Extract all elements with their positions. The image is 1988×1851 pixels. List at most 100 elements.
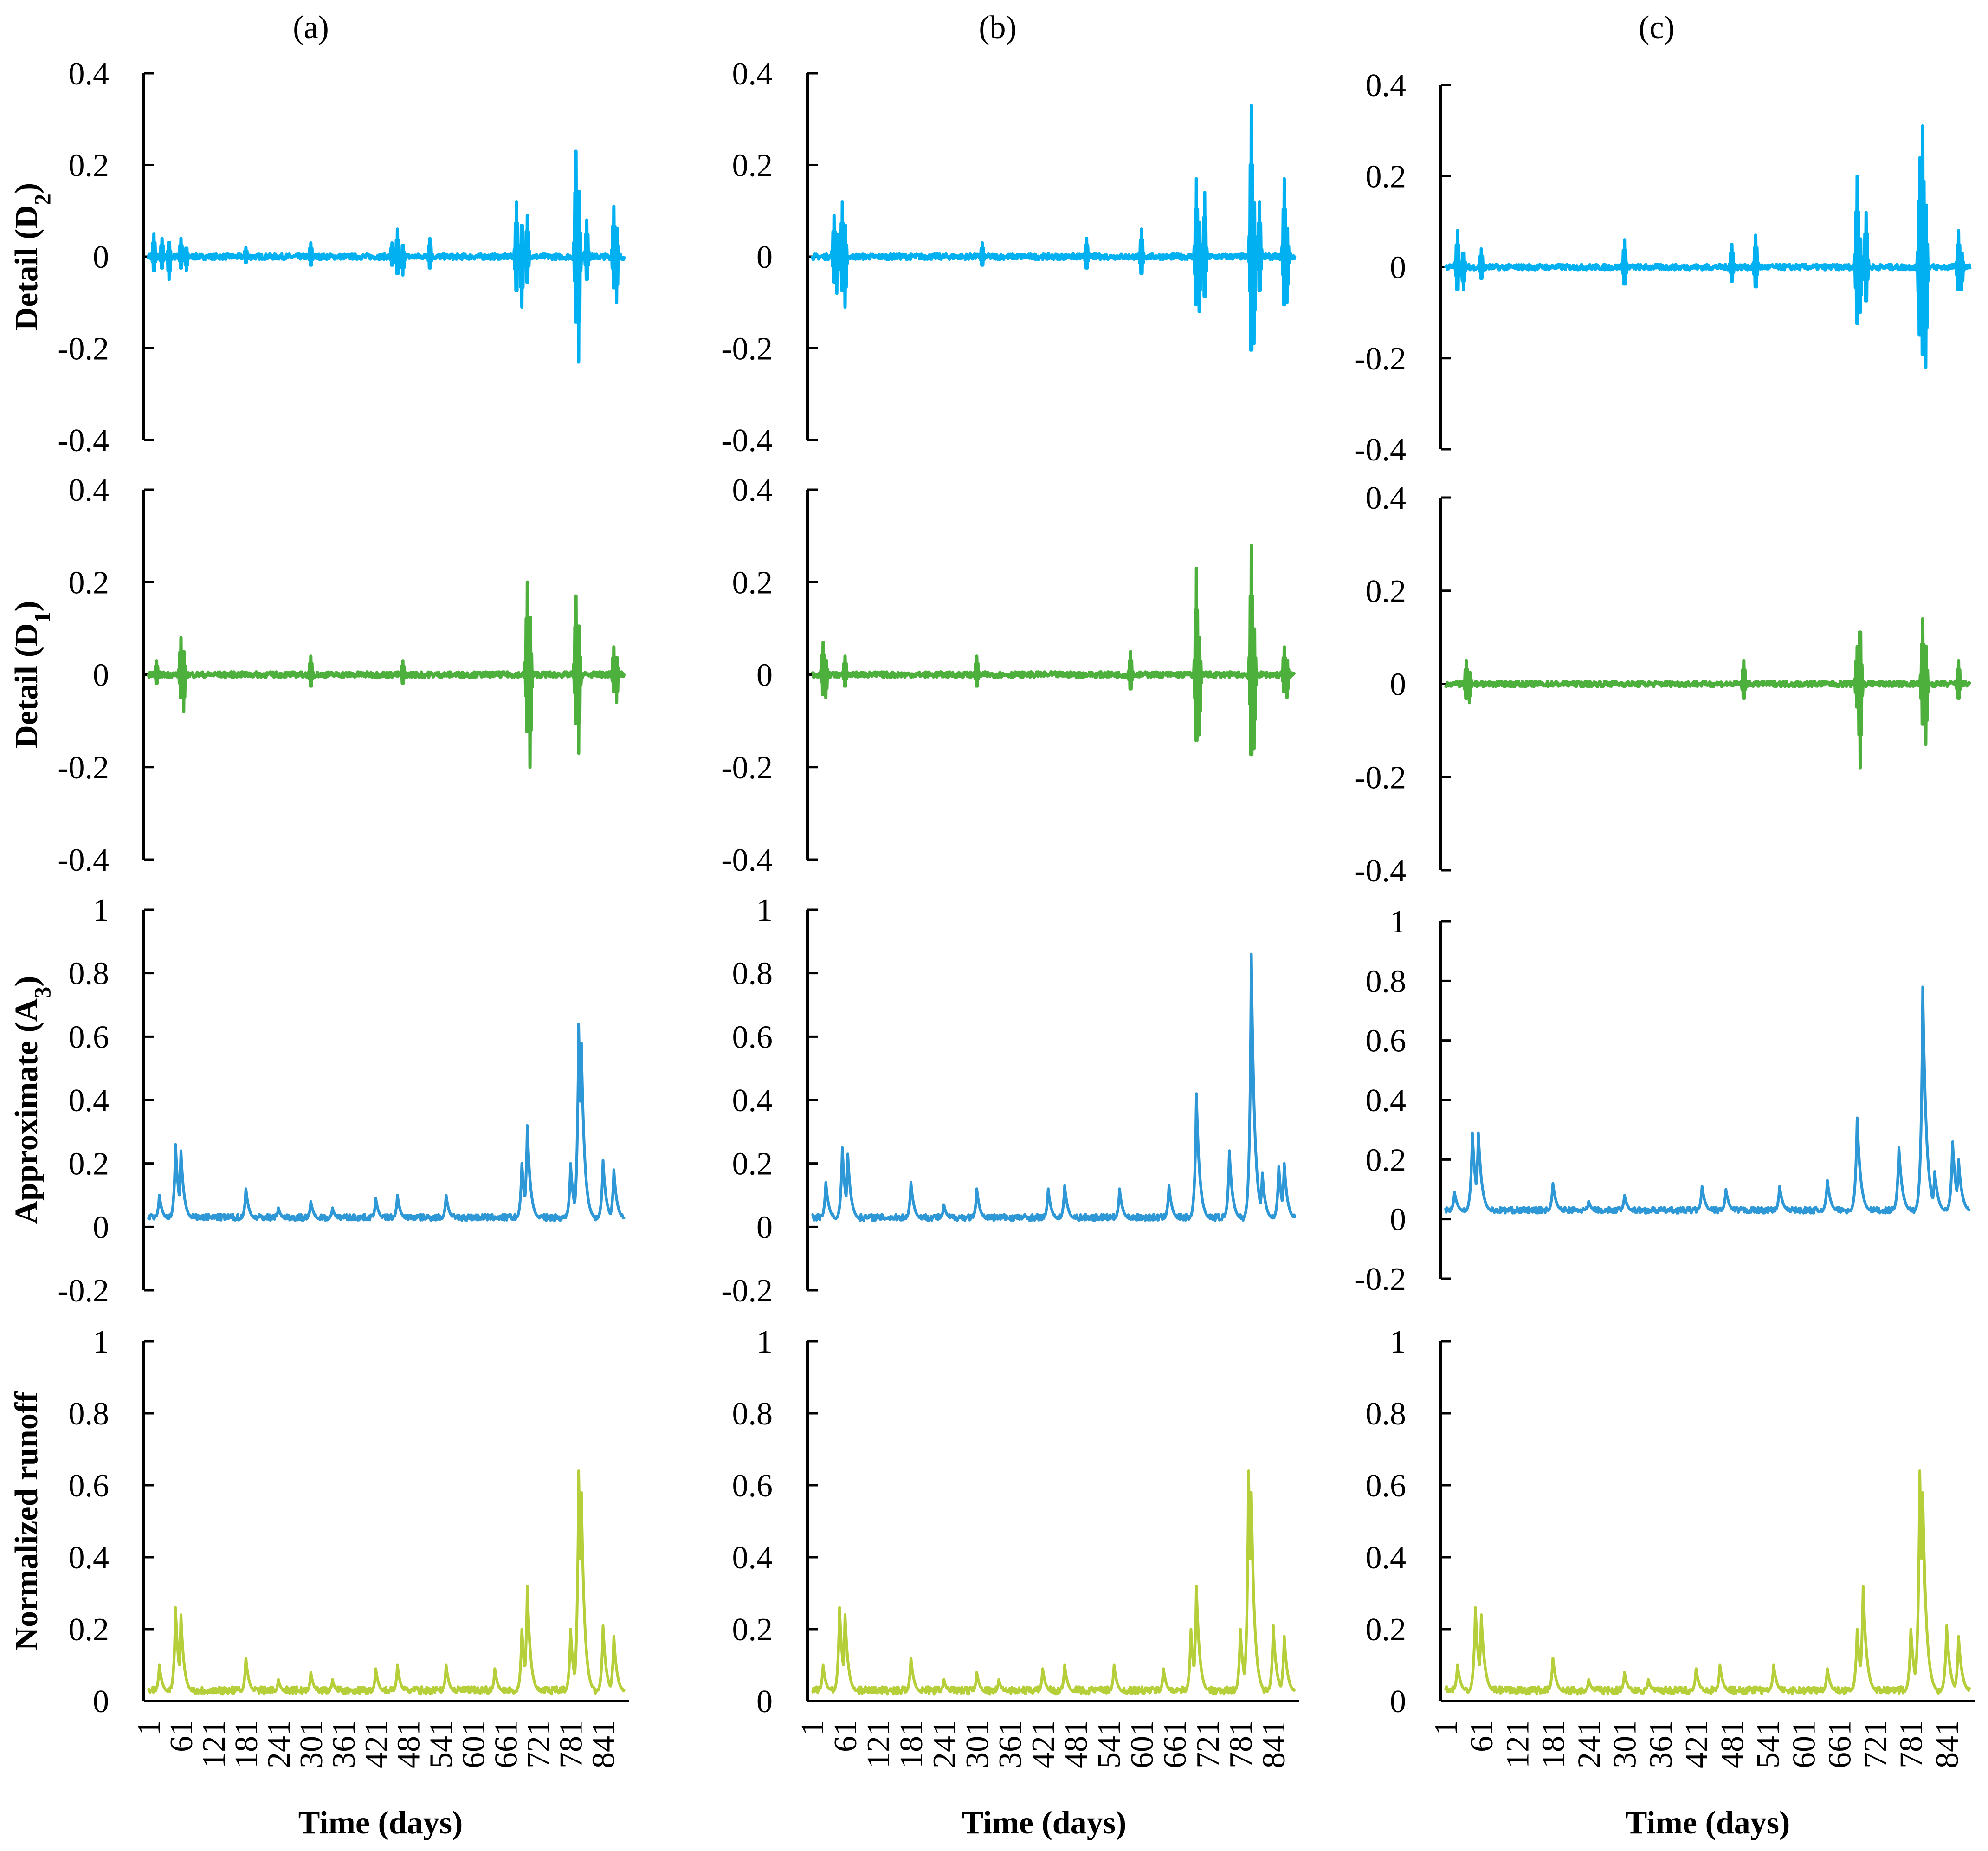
y-axis-title: Detail (D1) xyxy=(9,601,55,749)
x-tick-label: 841 xyxy=(1930,1720,1965,1768)
y-tick-label: 0.6 xyxy=(1366,1468,1407,1504)
plot-grid: 0.4 0.2 0 -0.2 -0.4 Detail (D2) 0.4 0.2 0 -0.2 -0.… xyxy=(9,56,1975,1768)
x-tick-label: 661 xyxy=(1822,1720,1858,1768)
y-tick-label: 0 xyxy=(93,1210,109,1245)
y-tick-label: -0.2 xyxy=(58,750,109,786)
y-axis-title: Approximate (A3) xyxy=(9,976,55,1224)
y-tick-label: 0.4 xyxy=(69,56,110,92)
plot-runoff-b: 10.80.60.40.2016112118124130136142148154… xyxy=(732,1324,1299,1768)
y-tick-label: 0.4 xyxy=(732,1083,773,1119)
y-tick-label: 0.2 xyxy=(732,1612,773,1648)
x-tick-label: 61 xyxy=(164,1720,200,1752)
x-tick-label: 841 xyxy=(1256,1720,1292,1768)
series-line xyxy=(1444,617,1972,770)
y-tick-label: 0.2 xyxy=(732,148,773,184)
x-tick-label: 541 xyxy=(424,1720,459,1768)
x-tick-label: 421 xyxy=(1026,1720,1061,1768)
y-axis-title: Normalized runoff xyxy=(9,1391,45,1651)
y-tick-label: 0.4 xyxy=(1366,68,1407,104)
x-tick-label: 541 xyxy=(1750,1720,1786,1768)
y-tick-label: 0.2 xyxy=(1366,1612,1407,1648)
x-axis-title-b: Time (days) xyxy=(962,1805,1127,1841)
x-tick-label: 61 xyxy=(1464,1720,1500,1752)
x-tick-label: 1 xyxy=(795,1720,831,1736)
plot-d2-b: 0.4 0.2 0 -0.2 -0.4 xyxy=(721,56,1297,459)
y-tick-label: 0.6 xyxy=(69,1468,110,1504)
y-tick-label: 0.2 xyxy=(732,565,773,601)
y-tick-label: 0.4 xyxy=(69,472,110,508)
plot-a3-a: 1 0.8 0.6 0.4 0.2 0 -0.2 Approximate (A3) xyxy=(9,893,626,1309)
x-tick-label: 721 xyxy=(1190,1720,1226,1768)
x-tick-label: 61 xyxy=(828,1720,864,1752)
x-tick-label: 541 xyxy=(1091,1720,1127,1768)
plot-d1-a: 0.4 0.2 0 -0.2 -0.4 Detail (D1) xyxy=(9,472,626,878)
x-tick-label: 121 xyxy=(861,1720,897,1768)
x-tick-label: 181 xyxy=(1536,1720,1571,1768)
series-line xyxy=(147,1023,626,1222)
y-tick-label: 1 xyxy=(1390,1324,1406,1360)
y-tick-label: 0.6 xyxy=(732,1019,773,1055)
x-tick-label: 181 xyxy=(229,1720,265,1768)
y-tick-label: 0.8 xyxy=(732,1396,773,1432)
y-tick-label: 0.8 xyxy=(732,956,773,992)
x-tick-label: 1 xyxy=(1428,1720,1464,1736)
y-tick-label: 0.8 xyxy=(1366,964,1407,999)
y-tick-label: 0 xyxy=(756,239,773,275)
x-tick-label: 361 xyxy=(993,1720,1028,1768)
y-tick-label: 0.2 xyxy=(732,1146,773,1182)
x-tick-label: 661 xyxy=(489,1720,524,1768)
y-tick-label: 0.6 xyxy=(69,1019,110,1055)
x-tick-label: 601 xyxy=(1124,1720,1160,1768)
y-tick-label: 0 xyxy=(93,239,109,275)
x-tick-label: 721 xyxy=(1858,1720,1894,1768)
y-tick-label: -0.4 xyxy=(1355,432,1406,468)
panel-label-b: (b) xyxy=(979,10,1017,45)
y-tick-label: 0 xyxy=(756,1684,773,1720)
y-tick-label: 1 xyxy=(93,893,109,928)
series-line xyxy=(147,149,626,364)
y-tick-label: 0.4 xyxy=(1366,1540,1407,1576)
y-tick-label: 0.4 xyxy=(1366,480,1407,516)
x-tick-label: 421 xyxy=(359,1720,394,1768)
x-tick-label: 301 xyxy=(294,1720,329,1768)
y-tick-label: 0 xyxy=(756,1210,773,1245)
x-tick-label: 481 xyxy=(391,1720,427,1768)
y-tick-label: 0.8 xyxy=(1366,1396,1407,1432)
y-tick-label: 0.6 xyxy=(1366,1023,1407,1059)
x-tick-label: 361 xyxy=(1643,1720,1679,1768)
y-tick-label: -0.4 xyxy=(721,842,773,878)
y-tick-label: -0.4 xyxy=(58,842,109,878)
series-line xyxy=(147,580,626,769)
y-tick-label: 0.4 xyxy=(732,472,773,508)
y-tick-label: -0.2 xyxy=(721,331,773,367)
y-tick-label: 0.6 xyxy=(732,1468,773,1504)
x-tick-label: 301 xyxy=(960,1720,995,1768)
series-line xyxy=(811,544,1296,757)
x-tick-label: 361 xyxy=(326,1720,362,1768)
y-tick-label: 0.4 xyxy=(69,1083,110,1119)
y-tick-label: -0.2 xyxy=(1355,760,1406,796)
x-tick-label: 781 xyxy=(1223,1720,1259,1768)
y-tick-label: -0.2 xyxy=(58,331,109,367)
y-axis-title: Detail (D2) xyxy=(9,183,55,331)
x-tick-label: 481 xyxy=(1715,1720,1750,1768)
y-tick-label: -0.4 xyxy=(1355,853,1406,889)
y-tick-label: 1 xyxy=(1390,904,1406,940)
y-tick-label: 0.4 xyxy=(69,1540,110,1576)
y-tick-label: -0.2 xyxy=(721,1273,773,1309)
series-line xyxy=(1444,124,1972,369)
series-line xyxy=(147,1469,626,1696)
y-tick-label: 0.2 xyxy=(1366,574,1407,609)
y-tick-label: 0 xyxy=(93,658,109,693)
y-tick-label: 0.4 xyxy=(732,1540,773,1576)
x-tick-label: 781 xyxy=(1894,1720,1930,1768)
y-tick-label: 0.2 xyxy=(1366,1142,1407,1178)
x-tick-label: 601 xyxy=(1786,1720,1822,1768)
x-tick-label: 421 xyxy=(1679,1720,1715,1768)
series-line xyxy=(811,952,1296,1222)
x-tick-label: 1 xyxy=(131,1720,167,1736)
panel-label-a: (a) xyxy=(293,10,329,45)
y-tick-label: 0.2 xyxy=(69,1612,110,1648)
plot-d1-c: 0.4 0.2 0 -0.2 -0.4 xyxy=(1355,480,1972,889)
